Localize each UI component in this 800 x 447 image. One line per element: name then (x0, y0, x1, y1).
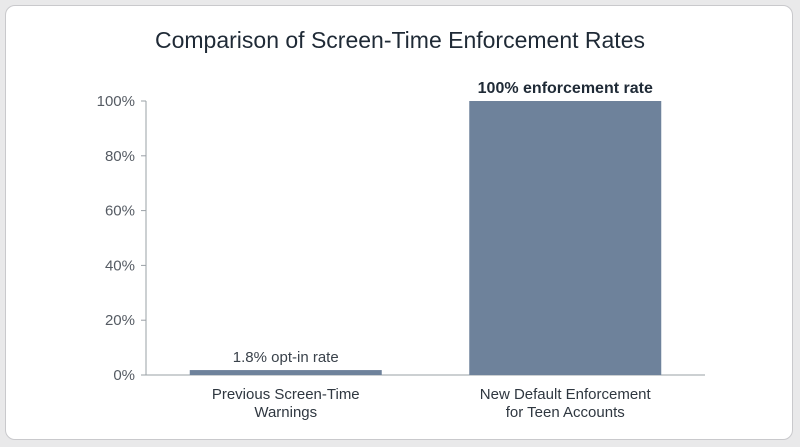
y-tick-label: 40% (105, 257, 135, 274)
bar (189, 370, 382, 375)
category-label: Previous Screen-Time (212, 386, 360, 403)
y-tick-label: 80% (105, 148, 135, 165)
data-label: 100% enforcement rate (478, 80, 653, 97)
chart-card (5, 5, 793, 440)
chart-title: Comparison of Screen-Time Enforcement Ra… (154, 27, 645, 53)
bars (189, 101, 662, 375)
y-tick-label: 60% (105, 203, 135, 220)
category-label: for Teen Accounts (506, 404, 625, 421)
data-label: 1.8% opt-in rate (233, 349, 339, 366)
bar (469, 101, 662, 375)
y-tick-label: 100% (97, 93, 135, 110)
category-label: Warnings (254, 404, 317, 421)
category-label: New Default Enforcement (480, 386, 652, 403)
y-tick-label: 20% (105, 312, 135, 329)
y-tick-label: 0% (113, 367, 135, 384)
labels: 1.8% opt-in rate Previous Screen-TimeWarn… (212, 80, 653, 421)
